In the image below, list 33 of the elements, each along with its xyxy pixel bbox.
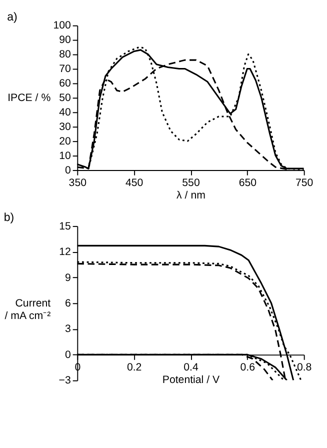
x-tick-label: 0.4 bbox=[184, 362, 198, 374]
y-tick-label: −3 bbox=[58, 374, 71, 387]
x-tick-label: 0.8 bbox=[296, 362, 312, 374]
y-tick-label: 100 bbox=[53, 20, 71, 32]
y-tick-label: 50 bbox=[59, 92, 71, 104]
y-tick-label: 6 bbox=[64, 298, 71, 310]
y-tick-label: 40 bbox=[59, 106, 71, 119]
y-tick-label: 20 bbox=[59, 135, 71, 148]
chart-title: a) bbox=[7, 12, 18, 24]
y-tick-label: 70 bbox=[59, 63, 71, 76]
y-tick-label: 30 bbox=[59, 120, 71, 133]
x-axis-title: λ / nm bbox=[176, 189, 206, 202]
y-tick-label: 15 bbox=[59, 220, 71, 232]
x-tick-label: 750 bbox=[295, 176, 314, 189]
y-tick-label: 3 bbox=[64, 323, 71, 336]
x-tick-label: 0.6 bbox=[240, 362, 256, 374]
y-axis-title: Current / mA cm⁻² bbox=[4, 298, 52, 322]
chart-title: b) bbox=[4, 212, 14, 224]
x-tick-label: 450 bbox=[125, 176, 144, 189]
y-tick-label: 0 bbox=[64, 164, 71, 176]
x-tick-label: 550 bbox=[182, 176, 200, 189]
x-tick-label: 350 bbox=[68, 176, 87, 189]
x-tick-label: 0.2 bbox=[126, 362, 142, 374]
y-tick-label: 60 bbox=[59, 78, 71, 90]
y-tick-label: 90 bbox=[59, 34, 71, 46]
x-tick-label: 650 bbox=[238, 176, 257, 189]
y-tick-label: 10 bbox=[59, 150, 71, 162]
y-tick-label: 9 bbox=[64, 272, 71, 284]
y-axis-title: IPCE / % bbox=[8, 92, 52, 104]
y-tick-label: 80 bbox=[59, 48, 71, 61]
x-axis-title: Potential / V bbox=[162, 374, 221, 386]
y-tick-label: 12 bbox=[59, 246, 71, 258]
y-tick-label: 0 bbox=[64, 348, 71, 361]
